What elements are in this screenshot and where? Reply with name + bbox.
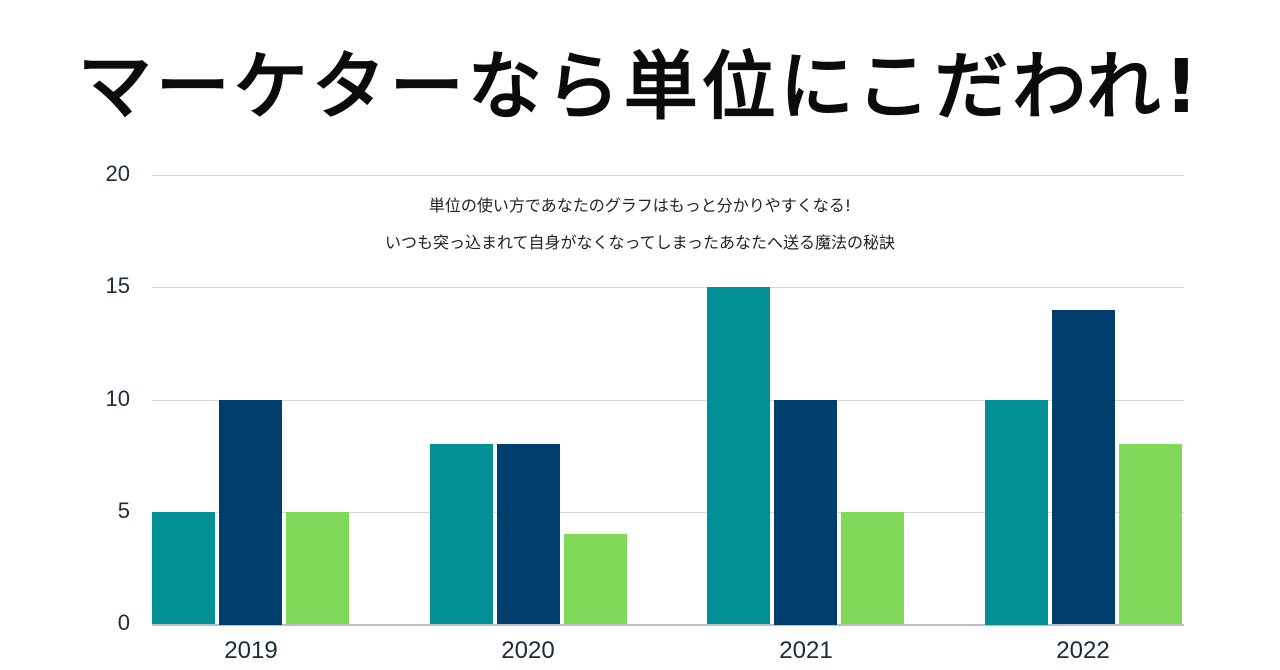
bar-2020-series-1 <box>430 444 493 624</box>
bar-2020-series-2 <box>497 444 560 624</box>
y-axis-tick-label: 5 <box>117 498 130 523</box>
chart-subtitle-line-2: いつも突っ込まれて自身がなくなってしまったあなたへ送る魔法の秘訣 <box>384 233 896 252</box>
bar-2022-series-1 <box>985 400 1048 625</box>
y-axis-tick-label: 20 <box>105 161 130 186</box>
x-axis-tick-label: 2021 <box>779 637 833 664</box>
gridline <box>152 512 1184 513</box>
x-axis-tick-label: 2020 <box>501 637 555 664</box>
bar-2020-series-3 <box>564 534 627 624</box>
chart-title: マーケターなら単位にこだわれ! <box>77 44 1203 130</box>
bar-2022-series-2 <box>1052 310 1115 624</box>
bar-2021-series-1 <box>707 287 770 624</box>
bar-2019-series-1 <box>152 512 215 624</box>
bar-2022-series-3 <box>1119 444 1182 624</box>
x-axis-tick-label: 2022 <box>1056 637 1110 664</box>
chart-subtitle-line-1: 単位の使い方であなたのグラフはもっと分かりやすくなる! <box>428 196 852 215</box>
bar-2019-series-2 <box>219 400 282 625</box>
y-axis-tick-label: 15 <box>105 273 130 298</box>
x-axis-baseline <box>152 624 1184 626</box>
bar-2019-series-3 <box>286 512 349 624</box>
bar-2021-series-2 <box>774 400 837 625</box>
y-axis-tick-label: 0 <box>117 610 130 635</box>
gridline <box>152 287 1184 288</box>
y-axis-tick-label: 10 <box>105 386 130 411</box>
x-axis-tick-label: 2019 <box>224 637 278 664</box>
bar-2021-series-3 <box>841 512 904 624</box>
gridline <box>152 400 1184 401</box>
gridline <box>152 175 1184 176</box>
